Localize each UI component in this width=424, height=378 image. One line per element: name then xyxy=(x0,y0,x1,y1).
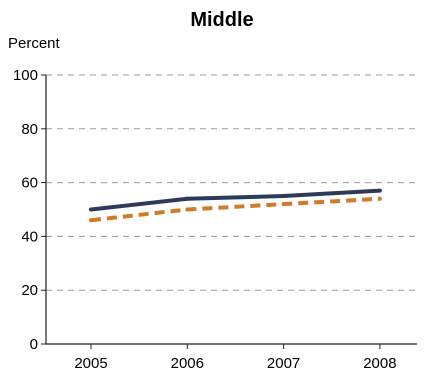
x-tick-label-2008: 2008 xyxy=(363,355,396,372)
series-lines xyxy=(89,188,382,223)
data-point-s2-2006 xyxy=(185,207,190,212)
x-tick-labels: 2005 2006 2007 2008 xyxy=(74,344,397,372)
data-point-s1-2005 xyxy=(89,207,93,212)
y-tick-label-100: 100 xyxy=(13,67,38,84)
x-tick-label-2006: 2006 xyxy=(171,355,204,372)
x-tick-label-2007: 2007 xyxy=(267,355,300,372)
y-tick-label-40: 40 xyxy=(21,228,38,245)
y-tick-labels: 0 20 40 60 80 100 xyxy=(13,67,46,353)
data-point-s2-2008 xyxy=(377,196,382,201)
series-line-2 xyxy=(90,196,381,223)
y-tick-label-0: 0 xyxy=(30,336,38,353)
data-point-s1-2008 xyxy=(377,188,382,193)
data-point-s1-2007 xyxy=(281,194,286,199)
series-line-1 xyxy=(90,188,381,212)
gridlines xyxy=(46,74,417,291)
y-axis-label: Percent xyxy=(8,35,61,52)
data-point-s2-2005 xyxy=(89,218,93,223)
chart-title: Middle xyxy=(190,9,253,31)
y-tick-label-20: 20 xyxy=(21,282,38,299)
y-tick-label-60: 60 xyxy=(21,175,38,192)
y-tick-label-80: 80 xyxy=(21,121,38,138)
data-point-s2-2007 xyxy=(281,202,286,207)
data-point-s1-2006 xyxy=(185,196,190,201)
axes xyxy=(45,75,417,345)
x-tick-label-2005: 2005 xyxy=(74,355,107,372)
